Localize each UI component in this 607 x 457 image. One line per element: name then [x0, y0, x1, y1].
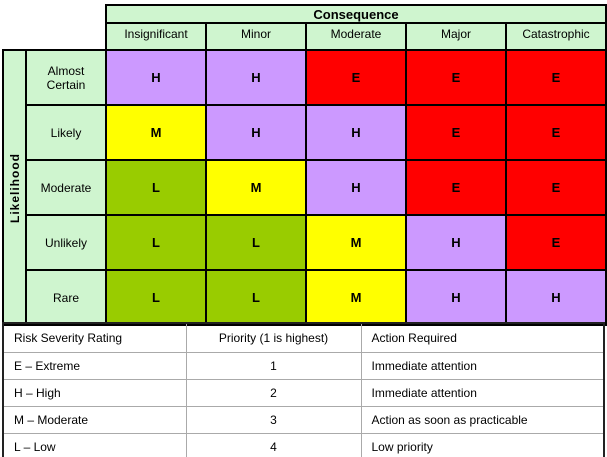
risk-cell: E — [505, 104, 607, 161]
risk-cell: M — [205, 159, 307, 216]
likelihood-level-header-rare: Rare — [25, 269, 107, 326]
legend-action: Immediate attention — [360, 352, 605, 380]
risk-cell: H — [305, 159, 407, 216]
legend-header-action: Action Required — [360, 322, 605, 353]
risk-cell: H — [205, 104, 307, 161]
risk-cell: M — [305, 214, 407, 271]
legend-action: Low priority — [360, 433, 605, 457]
legend-row-extreme: E – Extreme 1 Immediate attention — [2, 352, 605, 380]
risk-cell: E — [505, 49, 607, 106]
legend-action: Immediate attention — [360, 379, 605, 407]
risk-cell: H — [405, 214, 507, 271]
risk-cell: H — [105, 49, 207, 106]
risk-cell: M — [105, 104, 207, 161]
legend-rating: E – Extreme — [2, 352, 187, 380]
risk-cell: H — [305, 104, 407, 161]
legend-row-high: H – High 2 Immediate attention — [2, 379, 605, 407]
risk-cell: E — [405, 104, 507, 161]
risk-cell: H — [405, 269, 507, 326]
legend-priority: 4 — [185, 433, 362, 457]
likelihood-level-header-likely: Likely — [25, 104, 107, 161]
likelihood-level-header-moderate: Moderate — [25, 159, 107, 216]
likelihood-axis-label: Likelihood — [7, 152, 22, 223]
risk-cell: L — [105, 159, 207, 216]
legend-priority: 3 — [185, 406, 362, 434]
risk-cell: H — [505, 269, 607, 326]
legend-row-low: L – Low 4 Low priority — [2, 433, 605, 457]
likelihood-level-header-almost-certain: Almost Certain — [25, 49, 107, 106]
legend-header-rating: Risk Severity Rating — [2, 322, 187, 353]
matrix-blank-corner — [3, 5, 106, 23]
legend-rating: M – Moderate — [2, 406, 187, 434]
risk-cell: L — [105, 269, 207, 326]
risk-cell: E — [405, 159, 507, 216]
consequence-level-header-minor: Minor — [205, 22, 307, 51]
legend-rating: H – High — [2, 379, 187, 407]
risk-cell: E — [505, 159, 607, 216]
likelihood-level-header-unlikely: Unlikely — [25, 214, 107, 271]
risk-matrix-table: Consequence Insignificant Minor Moderate… — [2, 4, 607, 326]
matrix-blank-corner — [3, 23, 106, 50]
legend-table: Risk Severity Rating Priority (1 is high… — [2, 322, 605, 457]
consequence-level-header-moderate: Moderate — [305, 22, 407, 51]
legend-rating: L – Low — [2, 433, 187, 457]
consequence-axis-header: Consequence — [105, 4, 607, 24]
risk-cell: M — [305, 269, 407, 326]
legend-priority: 2 — [185, 379, 362, 407]
risk-cell: L — [105, 214, 207, 271]
risk-cell: H — [205, 49, 307, 106]
consequence-level-header-catastrophic: Catastrophic — [505, 22, 607, 51]
risk-cell: E — [405, 49, 507, 106]
risk-cell: E — [505, 214, 607, 271]
legend-priority: 1 — [185, 352, 362, 380]
legend-header-priority: Priority (1 is highest) — [185, 322, 362, 353]
legend-row-moderate: M – Moderate 3 Action as soon as practic… — [2, 406, 605, 434]
risk-cell: E — [305, 49, 407, 106]
likelihood-axis-header: Likelihood — [2, 49, 27, 326]
legend-action: Action as soon as practicable — [360, 406, 605, 434]
consequence-level-header-insignificant: Insignificant — [105, 22, 207, 51]
consequence-level-header-major: Major — [405, 22, 507, 51]
risk-cell: L — [205, 214, 307, 271]
risk-cell: L — [205, 269, 307, 326]
